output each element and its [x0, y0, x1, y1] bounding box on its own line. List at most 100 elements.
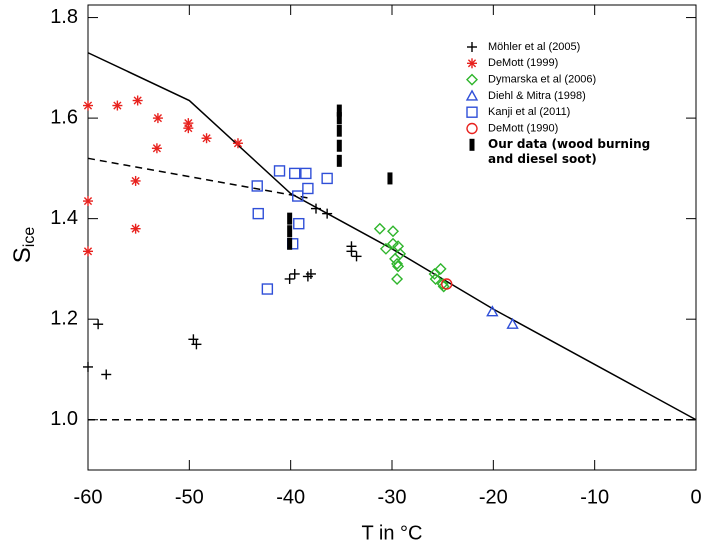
marker-plus — [284, 273, 295, 284]
marker-shape — [292, 190, 304, 202]
legend-label: DeMott (1999) — [488, 57, 558, 69]
marker-square — [273, 165, 286, 177]
y-axis-label: Sice — [9, 227, 38, 264]
marker-diamond — [428, 267, 441, 280]
marker-shape — [336, 139, 342, 152]
marker-bar — [287, 237, 293, 250]
x-tick-label: -50 — [175, 486, 204, 508]
marker-shape — [287, 212, 293, 225]
marker-diamond — [373, 222, 386, 235]
marker-square — [292, 190, 304, 202]
marker-shape — [441, 278, 453, 290]
marker-triangle — [486, 305, 499, 317]
marker-bar — [336, 112, 342, 125]
marker-shape — [287, 225, 293, 238]
marker-shape — [466, 106, 478, 118]
marker-square — [466, 106, 478, 118]
marker-triangle — [465, 89, 479, 101]
marker-bar — [336, 104, 342, 117]
marker-diamond — [391, 272, 404, 285]
legend-label: Our data (wood burning and diesel soot) — [488, 136, 651, 166]
marker-stroke — [202, 134, 211, 143]
legend-label: DeMott (1990) — [488, 122, 558, 134]
marker-plus — [346, 246, 357, 257]
marker-shape — [387, 172, 393, 185]
marker-shape — [336, 124, 342, 137]
marker-shape — [261, 283, 274, 295]
marker-shape — [469, 138, 475, 151]
marker-plus — [93, 319, 104, 330]
marker-asterisk — [201, 133, 212, 144]
marker-square — [261, 283, 274, 295]
marker-square — [289, 167, 301, 180]
marker-plus — [289, 268, 300, 279]
marker-stroke — [233, 139, 243, 148]
marker-shape — [429, 272, 442, 285]
marker-shape — [252, 207, 264, 220]
marker-circle — [441, 278, 453, 290]
marker-plus — [191, 339, 202, 350]
marker-shape — [506, 317, 519, 329]
marker-shape — [466, 73, 478, 86]
marker-shape — [465, 89, 479, 101]
marker-stroke — [113, 101, 122, 110]
curve — [87, 157, 312, 200]
marker-stroke — [131, 176, 140, 186]
x-tick-label: -30 — [378, 486, 407, 508]
marker-triangle — [506, 317, 519, 329]
marker-shape — [293, 217, 305, 230]
y-tick-label: 1.0 — [50, 408, 78, 430]
marker-shape — [392, 260, 405, 273]
marker-bar — [387, 172, 393, 185]
legend-entry: Our data (wood burning and diesel soot) — [488, 136, 651, 166]
y-axis-label-sub: ice — [21, 227, 38, 248]
curve — [87, 52, 697, 421]
marker-shape — [336, 154, 342, 167]
y-axis-label-main: S — [9, 247, 36, 263]
marker-plus — [305, 268, 316, 279]
marker-stroke — [83, 247, 93, 256]
marker-asterisk — [83, 246, 93, 257]
marker-plus — [467, 42, 477, 52]
marker-asterisk — [151, 143, 162, 154]
marker-stroke — [153, 114, 163, 123]
marker-diamond — [392, 260, 405, 273]
x-tick-label: -10 — [580, 486, 609, 508]
marker-diamond — [429, 272, 442, 285]
marker-plus — [351, 251, 362, 262]
marker-square — [293, 217, 305, 230]
marker-asterisk — [232, 138, 243, 149]
x-tick-label: 0 — [690, 486, 701, 508]
marker-square — [302, 182, 314, 195]
marker-shape — [287, 237, 293, 250]
marker-square — [300, 167, 312, 180]
x-tick-label: -40 — [276, 486, 305, 508]
marker-shape — [466, 122, 478, 135]
marker-circle — [466, 122, 478, 135]
marker-asterisk — [83, 100, 93, 111]
marker-bar — [287, 225, 293, 238]
marker-bar — [287, 212, 293, 225]
marker-asterisk — [132, 95, 143, 106]
marker-stroke — [83, 196, 93, 206]
marker-shape — [379, 242, 392, 255]
marker-shape — [434, 262, 447, 275]
marker-shape — [302, 182, 314, 195]
marker-shape — [437, 280, 450, 293]
marker-stroke — [133, 96, 142, 105]
marker-shape — [436, 278, 449, 290]
marker-asterisk — [183, 123, 194, 134]
marker-diamond — [391, 257, 404, 270]
marker-shape — [273, 165, 286, 177]
marker-shape — [251, 180, 263, 192]
marker-bar — [336, 139, 342, 152]
marker-asterisk — [112, 100, 123, 111]
y-tick-label: 1.2 — [50, 307, 78, 329]
marker-shape — [321, 172, 333, 185]
marker-shape — [373, 222, 386, 235]
marker-shape — [391, 257, 404, 270]
legend-label: Diehl & Mitra (1998) — [488, 90, 586, 102]
marker-square — [321, 172, 333, 185]
marker-plus — [311, 203, 321, 214]
marker-bar — [469, 138, 475, 151]
